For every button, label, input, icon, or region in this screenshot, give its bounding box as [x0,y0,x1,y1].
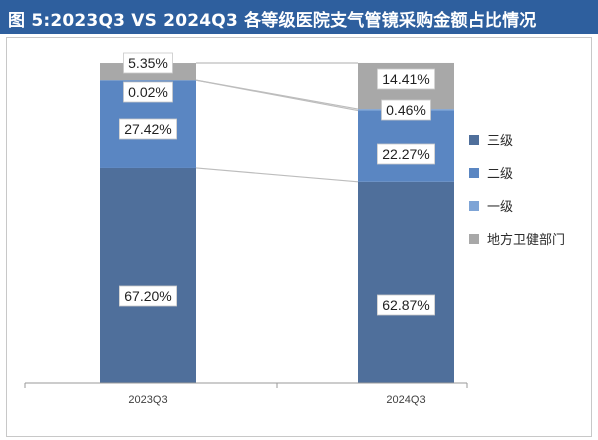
bar-2023Q3-三级 [100,167,196,383]
data-label: 62.87% [382,297,429,313]
data-label-box [123,81,173,103]
data-label: 0.46% [386,102,426,118]
bar-2023Q3-一级 [100,80,196,81]
legend-label: 一级 [487,200,513,215]
data-label-box [376,68,435,90]
connector-line [195,167,359,183]
legend-label: 三级 [487,134,513,149]
chart-frame: 2023Q3 2024Q3 67.20% 62.87% 27.42% 22.27% 0.02… [6,37,592,437]
legend-label: 地方卫健部门 [487,232,565,248]
data-label: 67.20% [124,288,171,304]
data-label-box [123,52,173,74]
data-label: 14.41% [382,71,429,87]
data-label: 22.27% [382,146,429,162]
legend-swatch [469,135,479,145]
connector-line [195,79,359,110]
bar-2024Q3-三级 [358,181,454,383]
data-label-box [376,294,435,316]
legend-swatch [469,201,479,211]
legend-label: 二级 [487,167,513,182]
data-label-box [376,143,435,165]
data-label-box [381,99,431,121]
data-label: 0.02% [128,84,168,100]
x-tick-label: 2023Q3 [128,394,167,406]
data-label-box [119,285,178,307]
chart-title: 图 5:2023Q3 VS 2024Q3 各等级医院支气管镜采购金额占比情况 [8,11,537,31]
legend-swatch [469,168,479,178]
data-label: 5.35% [128,55,168,71]
legend-swatch [469,234,479,244]
title-bar: 图 5:2023Q3 VS 2024Q3 各等级医院支气管镜采购金额占比情况 [0,0,598,34]
data-label-box [119,118,178,140]
data-label: 27.42% [124,121,171,137]
x-tick-label: 2024Q3 [386,394,425,406]
stacked-bar-chart: 2023Q3 2024Q3 67.20% 62.87% 27.42% 22.27% 0.02… [24,52,565,406]
